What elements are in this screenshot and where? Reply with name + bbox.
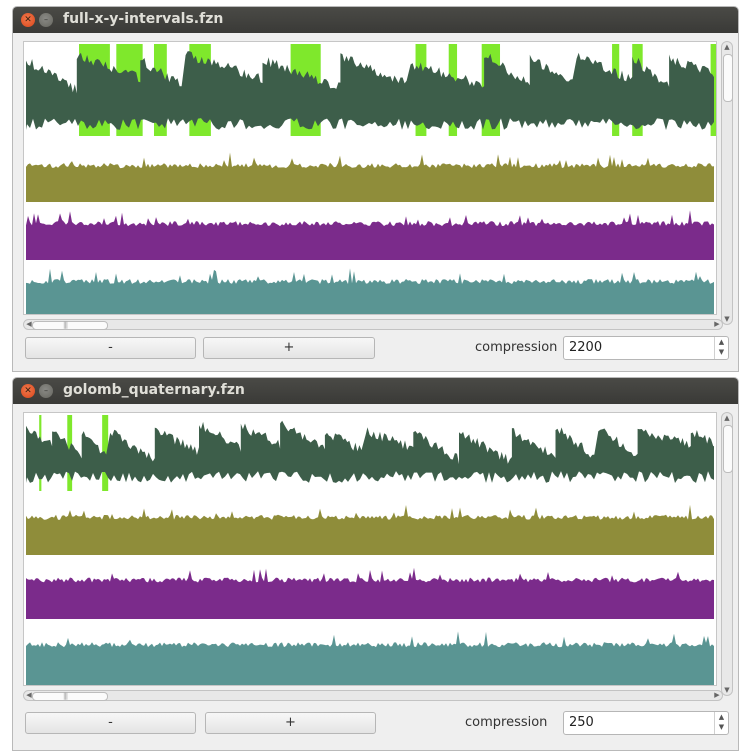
zoom-out-button[interactable]: - bbox=[25, 337, 196, 359]
scroll-down-icon[interactable]: ▼ bbox=[724, 686, 730, 694]
scroll-down-icon[interactable]: ▼ bbox=[724, 315, 730, 323]
scroll-up-icon[interactable]: ▲ bbox=[724, 43, 730, 51]
profile-plot bbox=[23, 41, 717, 315]
scroll-left-icon[interactable]: ◀ bbox=[26, 691, 32, 699]
spin-up-icon[interactable]: ▲ bbox=[718, 338, 725, 346]
zoom-out-button[interactable]: - bbox=[25, 712, 196, 734]
spin-buttons[interactable]: ▲ ▼ bbox=[714, 712, 728, 734]
window-golomb-quaternary: ✕ – golomb_quaternary.fzn ▲ ▼ ◀ ||| ▶ - … bbox=[12, 377, 739, 751]
minimize-icon[interactable]: – bbox=[39, 384, 53, 398]
minimize-icon[interactable]: – bbox=[39, 13, 53, 27]
vertical-scrollbar[interactable]: ▲ ▼ bbox=[721, 412, 733, 696]
close-icon[interactable]: ✕ bbox=[21, 13, 35, 27]
scroll-right-icon[interactable]: ▶ bbox=[714, 691, 720, 699]
spin-buttons[interactable]: ▲ ▼ bbox=[714, 337, 728, 359]
window-full-x-y-intervals: ✕ – full-x-y-intervals.fzn ▲ ▼ ◀ ||| ▶ -… bbox=[12, 6, 739, 372]
compression-label: compression bbox=[465, 715, 548, 730]
profile-plot bbox=[23, 412, 717, 686]
compression-spinbox[interactable]: 250 ▲ ▼ bbox=[563, 711, 729, 735]
zoom-in-button[interactable]: + bbox=[203, 337, 375, 359]
olive-track bbox=[26, 152, 714, 202]
compression-value[interactable]: 250 bbox=[569, 715, 594, 730]
vertical-scroll-thumb[interactable] bbox=[723, 54, 733, 102]
horizontal-scrollbar[interactable]: ◀ ||| ▶ bbox=[23, 319, 723, 330]
profile-plot-svg bbox=[26, 44, 716, 314]
horizontal-scrollbar[interactable]: ◀ ||| ▶ bbox=[23, 690, 723, 701]
horizontal-scroll-thumb[interactable]: ||| bbox=[32, 321, 108, 330]
scroll-left-icon[interactable]: ◀ bbox=[26, 320, 32, 328]
window-title: full-x-y-intervals.fzn bbox=[63, 11, 224, 27]
vertical-scrollbar[interactable]: ▲ ▼ bbox=[721, 41, 733, 325]
spin-down-icon[interactable]: ▼ bbox=[718, 348, 725, 356]
purple-track bbox=[26, 567, 714, 619]
horizontal-scroll-thumb[interactable]: ||| bbox=[32, 692, 108, 701]
olive-track bbox=[26, 504, 714, 555]
scroll-right-icon[interactable]: ▶ bbox=[714, 320, 720, 328]
teal-track bbox=[26, 631, 714, 685]
scroll-up-icon[interactable]: ▲ bbox=[724, 414, 730, 422]
spin-down-icon[interactable]: ▼ bbox=[718, 723, 725, 731]
compression-spinbox[interactable]: 2200 ▲ ▼ bbox=[563, 336, 729, 360]
compression-label: compression bbox=[475, 340, 558, 355]
title-bar: ✕ – full-x-y-intervals.fzn bbox=[13, 7, 738, 33]
window-title: golomb_quaternary.fzn bbox=[63, 382, 245, 398]
sawtooth-track bbox=[26, 420, 714, 483]
vertical-scroll-thumb[interactable] bbox=[723, 425, 733, 473]
close-icon[interactable]: ✕ bbox=[21, 384, 35, 398]
profile-plot-svg bbox=[26, 415, 714, 685]
purple-track bbox=[26, 210, 714, 260]
compression-value[interactable]: 2200 bbox=[569, 340, 603, 355]
title-bar: ✕ – golomb_quaternary.fzn bbox=[13, 378, 738, 404]
zoom-in-button[interactable]: + bbox=[205, 712, 376, 734]
spin-up-icon[interactable]: ▲ bbox=[718, 713, 725, 721]
sawtooth-track bbox=[26, 51, 714, 130]
teal-track bbox=[26, 268, 714, 314]
